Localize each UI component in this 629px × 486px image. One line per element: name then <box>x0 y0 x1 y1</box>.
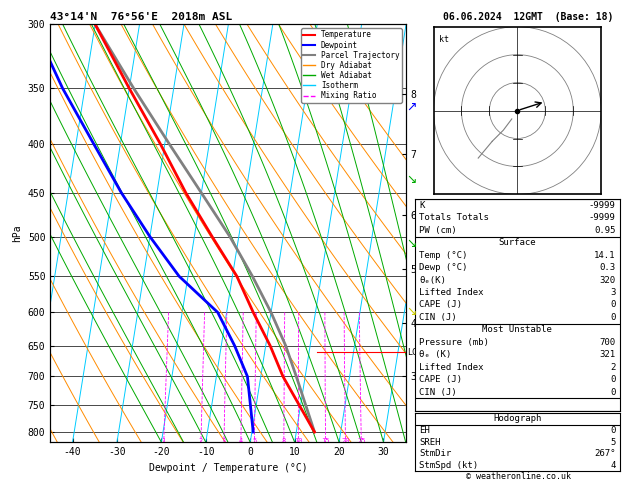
Text: CAPE (J): CAPE (J) <box>420 375 462 384</box>
Text: Temp (°C): Temp (°C) <box>420 251 467 260</box>
Text: 320: 320 <box>599 276 615 285</box>
Text: 0: 0 <box>610 300 615 310</box>
Text: ↗: ↗ <box>407 101 417 113</box>
Text: 700: 700 <box>599 338 615 347</box>
Legend: Temperature, Dewpoint, Parcel Trajectory, Dry Adiabat, Wet Adiabat, Isotherm, Mi: Temperature, Dewpoint, Parcel Trajectory… <box>301 28 402 103</box>
Text: © weatheronline.co.uk: © weatheronline.co.uk <box>467 472 571 481</box>
Text: 06.06.2024  12GMT  (Base: 18): 06.06.2024 12GMT (Base: 18) <box>443 12 613 22</box>
Text: 3: 3 <box>222 438 226 444</box>
Text: PW (cm): PW (cm) <box>420 226 457 235</box>
Text: 0: 0 <box>610 375 615 384</box>
Text: Lifted Index: Lifted Index <box>420 288 484 297</box>
Text: 10: 10 <box>294 438 303 444</box>
Text: 4: 4 <box>239 438 243 444</box>
Text: CIN (J): CIN (J) <box>420 387 457 397</box>
Text: ↘: ↘ <box>407 305 417 317</box>
Text: 43°14'N  76°56'E  2018m ASL: 43°14'N 76°56'E 2018m ASL <box>50 12 233 22</box>
Text: Most Unstable: Most Unstable <box>482 325 552 334</box>
Text: 8: 8 <box>282 438 286 444</box>
Text: 2: 2 <box>610 363 615 372</box>
Text: SREH: SREH <box>420 438 441 447</box>
Text: Surface: Surface <box>499 238 536 247</box>
Text: 14.1: 14.1 <box>594 251 615 260</box>
Text: 2: 2 <box>199 438 203 444</box>
Text: θₑ (K): θₑ (K) <box>420 350 452 359</box>
Text: K: K <box>420 201 425 210</box>
Text: 321: 321 <box>599 350 615 359</box>
Text: 1: 1 <box>162 438 166 444</box>
Text: EH: EH <box>420 426 430 435</box>
Text: 0.3: 0.3 <box>599 263 615 272</box>
Text: CIN (J): CIN (J) <box>420 313 457 322</box>
Text: Lifted Index: Lifted Index <box>420 363 484 372</box>
Text: 0: 0 <box>610 426 615 435</box>
Text: 0.95: 0.95 <box>594 226 615 235</box>
Text: StmDir: StmDir <box>420 450 452 458</box>
Text: 15: 15 <box>321 438 330 444</box>
Text: 0: 0 <box>610 387 615 397</box>
Text: 5: 5 <box>252 438 257 444</box>
Text: ↘: ↘ <box>407 237 417 249</box>
Y-axis label: km
ASL: km ASL <box>427 233 445 255</box>
Text: CAPE (J): CAPE (J) <box>420 300 462 310</box>
Text: Dewp (°C): Dewp (°C) <box>420 263 467 272</box>
Text: StmSpd (kt): StmSpd (kt) <box>420 461 478 470</box>
Text: 25: 25 <box>357 438 365 444</box>
Text: ↘: ↘ <box>407 174 417 186</box>
Text: -9999: -9999 <box>589 213 615 223</box>
Text: -9999: -9999 <box>589 201 615 210</box>
Text: 0: 0 <box>610 313 615 322</box>
Text: Totals Totals: Totals Totals <box>420 213 489 223</box>
Text: 20: 20 <box>342 438 350 444</box>
Text: kt: kt <box>439 35 449 44</box>
Text: LCL: LCL <box>407 347 422 357</box>
Text: θₑ(K): θₑ(K) <box>420 276 446 285</box>
Text: Pressure (mb): Pressure (mb) <box>420 338 489 347</box>
Text: 267°: 267° <box>594 450 615 458</box>
Text: 5: 5 <box>610 438 615 447</box>
Text: 4: 4 <box>610 461 615 470</box>
X-axis label: Dewpoint / Temperature (°C): Dewpoint / Temperature (°C) <box>148 463 308 473</box>
Y-axis label: hPa: hPa <box>13 225 22 242</box>
Text: Hodograph: Hodograph <box>493 415 542 423</box>
Text: 3: 3 <box>610 288 615 297</box>
